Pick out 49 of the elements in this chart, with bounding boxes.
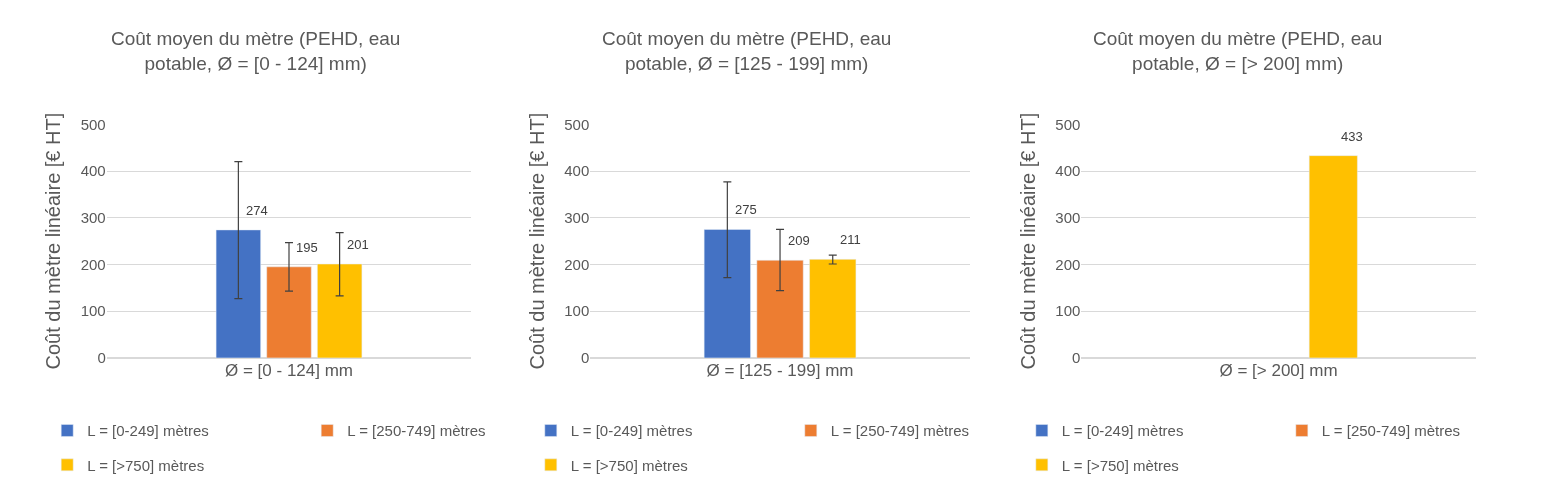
y-tick-label: 0 bbox=[580, 349, 590, 367]
bar bbox=[809, 259, 857, 358]
data-label: 211 bbox=[840, 232, 861, 247]
y-tick-label: 200 bbox=[1055, 255, 1081, 273]
chart-title: Coût moyen du mètre (PEHD, eau potable, Ø = [> 200] mm) bbox=[1093, 28, 1383, 74]
y-tick-label: 100 bbox=[1055, 302, 1081, 320]
legend-label: L = [0-249] mètres bbox=[570, 422, 693, 440]
y-axis-title: Coût du mètre linéaire [€ HT] bbox=[525, 112, 548, 370]
legend-label: L = [250-749] mètres bbox=[347, 422, 486, 440]
y-tick-label: 400 bbox=[80, 162, 106, 180]
legend-label: L = [0-249] mètres bbox=[1061, 422, 1184, 440]
y-tick-label: 500 bbox=[80, 115, 106, 133]
y-tick-label: 500 bbox=[1055, 115, 1081, 133]
y-tick-label: 200 bbox=[564, 255, 590, 273]
legend-label: L = [>750] mètres bbox=[1061, 456, 1179, 474]
y-tick-label: 400 bbox=[1055, 162, 1081, 180]
x-tick-label: Ø = [125 - 199] mm bbox=[706, 360, 854, 380]
legend-label: L = [250-749] mètres bbox=[830, 422, 970, 440]
bar bbox=[215, 229, 261, 358]
y-tick-label: 0 bbox=[97, 349, 106, 367]
data-label: 209 bbox=[788, 233, 810, 248]
legend-label: L = [250-749] mètres bbox=[1321, 422, 1461, 440]
y-tick-label: 200 bbox=[80, 255, 106, 273]
x-tick-label: Ø = [0 - 124] mm bbox=[224, 360, 354, 380]
y-tick-label: 500 bbox=[564, 115, 590, 133]
y-tick-label: 300 bbox=[80, 209, 106, 227]
bar bbox=[317, 263, 363, 358]
data-label: 195 bbox=[296, 240, 318, 255]
x-tick-label: Ø = [> 200] mm bbox=[1219, 360, 1338, 380]
y-tick-label: 400 bbox=[564, 162, 590, 180]
y-axis-title: Coût du mètre linéaire [€ HT] bbox=[1016, 112, 1039, 370]
y-tick-label: 300 bbox=[564, 209, 590, 227]
y-tick-label: 100 bbox=[564, 302, 590, 320]
bar bbox=[703, 229, 751, 358]
y-tick-label: 100 bbox=[80, 302, 106, 320]
bar bbox=[266, 266, 312, 358]
bar bbox=[756, 260, 804, 358]
y-tick-label: 300 bbox=[1055, 209, 1081, 227]
data-label: 201 bbox=[347, 237, 369, 252]
data-label: 433 bbox=[1341, 129, 1363, 144]
data-label: 275 bbox=[735, 202, 757, 217]
chart-title: Coût moyen du mètre (PEHD, eau potable, Ø = [125 - 199] mm) bbox=[602, 28, 892, 74]
data-label: 274 bbox=[246, 203, 268, 218]
legend-label: L = [>750] mètres bbox=[570, 456, 688, 474]
y-axis-title: Coût du mètre linéaire [€ HT] bbox=[42, 112, 65, 370]
chart-title: Coût moyen du mètre (PEHD, eau potable, Ø = [0 - 124] mm) bbox=[111, 28, 401, 74]
y-tick-label: 0 bbox=[1072, 349, 1081, 367]
legend-label: L = [0-249] mètres bbox=[87, 422, 209, 440]
legend-label: L = [>750] mètres bbox=[87, 456, 205, 474]
